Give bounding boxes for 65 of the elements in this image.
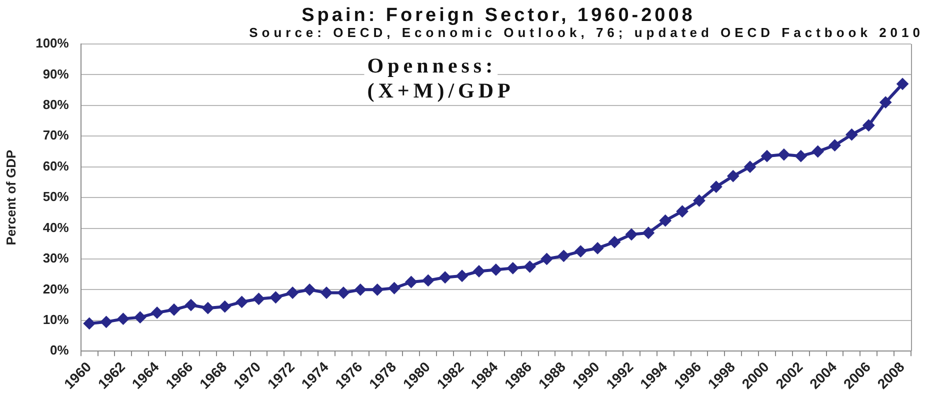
point — [456, 270, 468, 282]
point — [337, 286, 350, 299]
point — [490, 264, 502, 276]
y-tick-label: 100% — [36, 36, 70, 51]
y-tick-label: 80% — [42, 97, 70, 112]
point — [100, 316, 112, 328]
chart-subtitle: Source: OECD, Economic Outlook, 76; updated OECD Factbook 2010 — [249, 25, 924, 40]
point — [693, 194, 706, 207]
point — [760, 150, 773, 162]
y-tick-label: 50% — [42, 189, 70, 204]
point — [286, 286, 299, 299]
point — [151, 306, 164, 319]
point — [794, 150, 807, 162]
point — [83, 317, 96, 330]
point — [574, 245, 587, 258]
point — [642, 226, 654, 239]
point — [252, 292, 265, 305]
y-tick-label: 30% — [42, 250, 70, 266]
point — [676, 205, 688, 218]
point — [506, 262, 519, 274]
annotation: Openness: — [367, 53, 497, 78]
point — [168, 304, 180, 316]
point — [371, 284, 384, 296]
point — [202, 302, 214, 314]
point — [320, 286, 333, 299]
point — [592, 242, 604, 254]
point — [134, 311, 146, 324]
point — [218, 300, 231, 313]
y-tick-label: 0% — [50, 342, 70, 358]
point — [540, 252, 553, 265]
y-axis-title: Percent of GDP — [3, 150, 18, 246]
point — [388, 282, 400, 294]
point — [608, 236, 621, 248]
point — [405, 276, 418, 288]
chart-title: Spain: Foreign Sector, 1960-2008 — [300, 5, 696, 27]
point — [778, 148, 790, 161]
point — [828, 139, 841, 152]
y-tick-label: 60% — [42, 158, 70, 174]
point — [524, 260, 536, 273]
point — [862, 119, 875, 132]
annotation: (X+M)/GDP — [367, 78, 514, 102]
y-tick-label: 20% — [42, 281, 70, 296]
point — [710, 180, 722, 193]
point — [354, 284, 366, 296]
point — [304, 284, 316, 296]
point — [744, 160, 756, 173]
point — [117, 312, 130, 325]
point — [727, 170, 740, 182]
point — [896, 78, 909, 90]
point — [270, 291, 282, 304]
point — [472, 265, 485, 278]
y-tick-label: 70% — [42, 128, 70, 143]
y-tick-label: 90% — [42, 66, 70, 82]
point — [236, 296, 248, 308]
point — [659, 214, 672, 227]
point — [558, 250, 570, 262]
y-tick-label: 10% — [42, 312, 70, 327]
point — [184, 299, 197, 312]
point — [422, 274, 434, 286]
point — [439, 271, 452, 284]
point — [625, 228, 638, 240]
point — [812, 145, 824, 158]
point — [880, 96, 892, 108]
y-tick-label: 40% — [42, 220, 70, 235]
point — [846, 128, 858, 141]
